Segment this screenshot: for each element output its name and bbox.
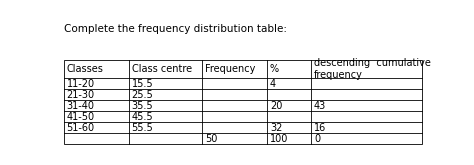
- Text: 100: 100: [270, 134, 288, 144]
- Text: Class centre: Class centre: [132, 64, 191, 74]
- Text: %: %: [270, 64, 279, 74]
- Text: 16: 16: [314, 123, 326, 133]
- Text: 25.5: 25.5: [132, 90, 154, 100]
- Text: 45.5: 45.5: [132, 112, 153, 122]
- Text: 50: 50: [205, 134, 218, 144]
- Text: 15.5: 15.5: [132, 79, 153, 89]
- Text: 0: 0: [314, 134, 320, 144]
- Text: Classes: Classes: [66, 64, 103, 74]
- Text: 11-20: 11-20: [66, 79, 95, 89]
- Text: 4: 4: [270, 79, 276, 89]
- Text: 20: 20: [270, 101, 283, 111]
- Text: Complete the frequency distribution table:: Complete the frequency distribution tabl…: [64, 24, 287, 34]
- Text: descending  cumulative
frequency: descending cumulative frequency: [314, 58, 431, 80]
- Text: Frequency: Frequency: [205, 64, 255, 74]
- Text: 32: 32: [270, 123, 283, 133]
- Text: 51-60: 51-60: [66, 123, 95, 133]
- Text: 35.5: 35.5: [132, 101, 153, 111]
- Text: 21-30: 21-30: [66, 90, 95, 100]
- Text: 31-40: 31-40: [66, 101, 95, 111]
- Text: 43: 43: [314, 101, 326, 111]
- Text: 55.5: 55.5: [132, 123, 154, 133]
- Text: 41-50: 41-50: [66, 112, 95, 122]
